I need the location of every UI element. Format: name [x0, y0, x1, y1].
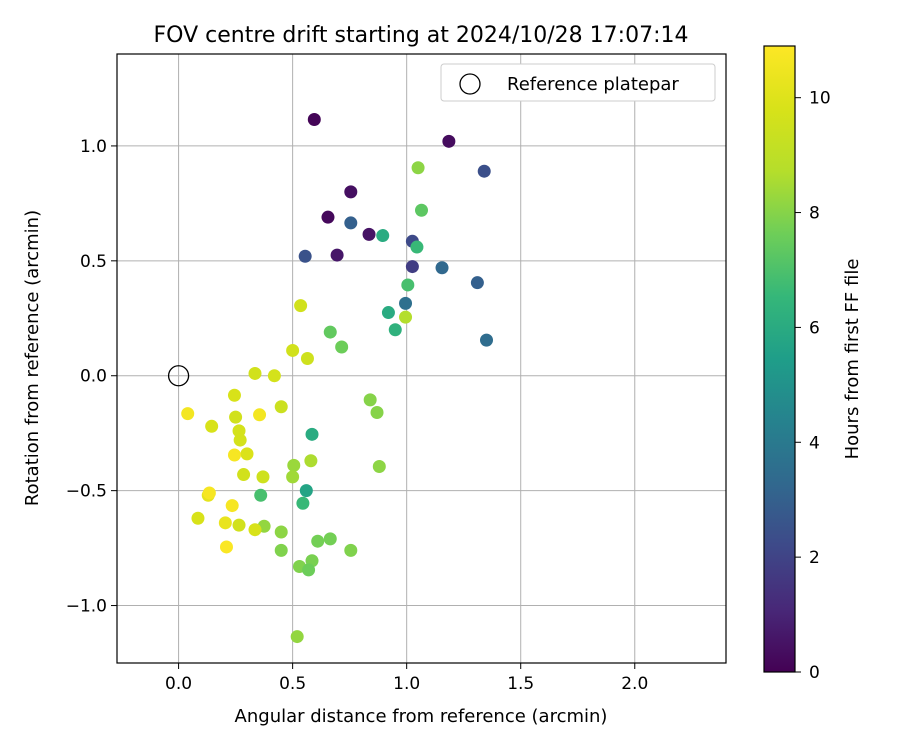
x-axis-ticks: 0.0 0.5 1.0 1.5 2.0	[165, 663, 648, 694]
data-point-47	[300, 352, 314, 365]
data-point-4	[362, 227, 376, 241]
data-point-55	[205, 419, 219, 433]
data-point-65	[227, 448, 241, 462]
data-point-21	[388, 323, 402, 337]
chart-title: FOV centre drift starting at 2024/10/28 …	[154, 23, 689, 48]
colorbar-ticks: 0 2 4 6 8 10	[795, 89, 831, 683]
colorbar-tick-label-0: 0	[809, 663, 820, 683]
data-point-44	[290, 630, 304, 644]
data-point-24	[399, 310, 413, 324]
data-point-27	[254, 488, 268, 502]
data-point-7	[344, 216, 358, 230]
y-tick-label-2: 0.0	[80, 367, 107, 387]
data-point-48	[248, 366, 262, 380]
data-point-52	[229, 410, 243, 424]
data-point-3	[321, 210, 335, 224]
colorbar-tick-label-5: 10	[809, 89, 831, 109]
y-tick-label-4: 1.0	[80, 137, 107, 157]
data-point-33	[304, 454, 318, 468]
legend-reference-marker	[459, 73, 481, 95]
colorbar-tick-label-1: 2	[809, 548, 820, 568]
legend-box	[440, 63, 716, 102]
data-point-69	[219, 540, 233, 554]
x-tick-label-1: 0.5	[279, 674, 306, 694]
data-point-16	[410, 240, 424, 254]
legend-label: Reference platepar	[507, 74, 679, 95]
data-point-36	[274, 525, 288, 539]
reference-marker-layer	[167, 365, 190, 387]
data-point-31	[372, 460, 386, 474]
data-point-51	[274, 400, 288, 414]
data-point-54	[233, 433, 247, 447]
data-point-18	[411, 161, 425, 175]
data-point-32	[287, 458, 301, 472]
data-point-59	[191, 511, 205, 525]
y-tick-label-3: 0.5	[80, 252, 107, 272]
data-point-0	[307, 112, 321, 126]
data-point-34	[286, 470, 300, 484]
data-point-43	[302, 563, 316, 577]
colorbar-tick-label-3: 6	[809, 318, 820, 338]
data-point-66	[202, 486, 216, 500]
data-point-13	[399, 296, 413, 310]
plot-frame	[116, 53, 727, 664]
data-point-19	[401, 278, 415, 292]
y-tick-label-1: −0.5	[66, 482, 107, 502]
y-axis-ticks: −1.0 −0.5 0.0 0.5 1.0	[66, 137, 117, 617]
data-point-14	[480, 333, 494, 347]
data-point-12	[470, 276, 484, 290]
y-tick-label-0: −1.0	[66, 597, 107, 617]
x-tick-label-2: 1.0	[393, 674, 420, 694]
data-point-10	[405, 260, 419, 274]
x-tick-label-4: 2.0	[621, 674, 648, 694]
x-tick-label-3: 1.5	[507, 674, 534, 694]
colorbar-tick-label-2: 4	[809, 433, 820, 453]
data-point-61	[248, 523, 262, 537]
colorbar-label: Hours from first FF file	[842, 259, 863, 460]
x-axis-title: Angular distance from reference (arcmin)	[235, 706, 608, 727]
data-point-28	[296, 496, 310, 510]
data-point-29	[363, 393, 377, 407]
colorbar	[763, 45, 796, 673]
data-point-57	[256, 470, 270, 484]
data-point-39	[323, 532, 337, 546]
data-point-63	[181, 407, 195, 421]
data-point-22	[323, 325, 337, 339]
scatter-points	[181, 112, 494, 644]
y-axis-title: Rotation from reference (arcmin)	[22, 210, 43, 506]
data-point-45	[294, 299, 308, 313]
data-point-38	[311, 534, 325, 548]
data-point-58	[237, 468, 251, 482]
data-point-5	[330, 248, 344, 262]
data-point-67	[225, 499, 239, 513]
colorbar-tick-label-4: 8	[809, 204, 820, 224]
data-point-9	[298, 249, 312, 263]
data-point-25	[305, 427, 319, 441]
data-point-23	[335, 340, 349, 354]
legend: Reference platepar	[440, 63, 716, 102]
data-point-68	[218, 516, 232, 530]
data-point-64	[253, 408, 267, 422]
data-point-50	[227, 388, 241, 402]
data-point-46	[286, 343, 300, 357]
data-point-30	[370, 406, 384, 420]
grid-lines	[117, 54, 726, 663]
reference-platepar-marker	[167, 365, 190, 387]
data-point-26	[299, 484, 313, 498]
data-point-6	[477, 164, 491, 178]
data-point-15	[376, 229, 390, 243]
data-point-37	[274, 543, 288, 557]
data-point-1	[442, 134, 456, 148]
data-point-11	[435, 261, 449, 275]
data-point-40	[344, 543, 358, 557]
data-point-56	[240, 447, 254, 461]
x-tick-label-0: 0.0	[165, 674, 192, 694]
data-point-60	[232, 518, 246, 532]
data-point-20	[381, 306, 395, 320]
data-point-2	[344, 185, 358, 199]
data-point-49	[267, 369, 281, 383]
data-point-17	[415, 203, 428, 217]
